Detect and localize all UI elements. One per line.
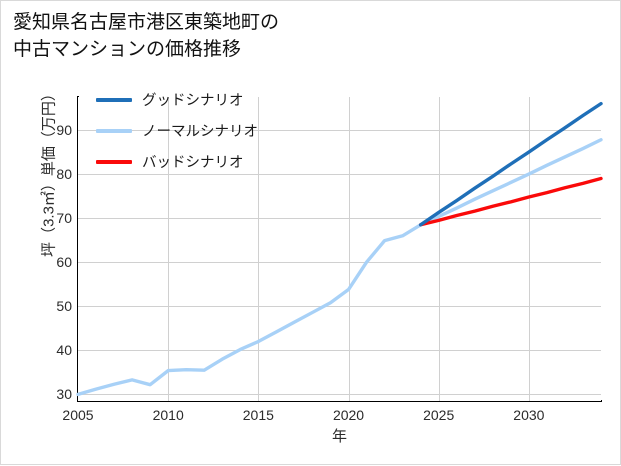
- gridline-horizontal: [78, 262, 601, 264]
- y-tick-label: 40: [56, 342, 72, 359]
- gridline-horizontal: [78, 130, 601, 132]
- y-tick-label: 60: [56, 254, 72, 271]
- y-tick-label: 30: [56, 386, 72, 403]
- series-line: [418, 176, 603, 227]
- legend-item-label: ノーマルシナリオ: [142, 124, 258, 140]
- gridline-vertical: [528, 97, 530, 401]
- gridline-horizontal: [78, 174, 601, 176]
- gridline-horizontal: [78, 218, 601, 220]
- chart-legend: グッドシナリオ ノーマルシナリオ バッドシナリオ: [96, 89, 258, 172]
- y-tick-label: 90: [56, 122, 72, 139]
- legend-color-swatch: [96, 97, 132, 102]
- x-tick-label: 2005: [62, 407, 94, 423]
- legend-item[interactable]: バッドシナリオ: [96, 151, 258, 172]
- legend-item-label: バッドシナリオ: [142, 155, 244, 171]
- x-tick-label: 2030: [513, 407, 545, 423]
- x-tick-label: 2015: [242, 407, 274, 423]
- y-tick-label: 80: [56, 166, 72, 183]
- x-tick-label: 2025: [423, 407, 455, 423]
- gridline-horizontal: [78, 306, 601, 308]
- y-tick-label: 50: [56, 298, 72, 315]
- x-axis-label: 年: [331, 428, 347, 445]
- chart-title-line1: 愛知県名古屋市港区東築地町の: [13, 12, 280, 33]
- gridline-vertical: [168, 97, 170, 401]
- series-line: [76, 138, 603, 397]
- plot-area: [76, 97, 603, 401]
- x-tick-label: 2010: [152, 407, 184, 423]
- chart-title: 愛知県名古屋市港区東築地町の 中古マンションの価格推移: [13, 9, 279, 63]
- legend-color-swatch: [96, 159, 132, 164]
- chart-title-line2: 中古マンションの価格推移: [13, 39, 242, 60]
- series-lines: [76, 101, 603, 397]
- y-tick-label: 70: [56, 210, 72, 227]
- legend-color-swatch: [96, 128, 132, 133]
- gridline-vertical: [348, 97, 350, 401]
- gridline-horizontal: [78, 394, 601, 396]
- y-axis-tick-labels: 30 40 50 60 70 80 90: [27, 97, 72, 403]
- x-axis-line: [77, 400, 602, 402]
- y-axis-label-container: 坪（3.3㎡）単価（万円）: [1, 1, 58, 466]
- legend-item[interactable]: ノーマルシナリオ: [96, 120, 258, 141]
- x-tick-label: 2020: [332, 407, 365, 423]
- gridline-vertical: [258, 97, 260, 401]
- gridline-vertical: [438, 97, 440, 401]
- legend-item-label: グッドシナリオ: [142, 93, 244, 109]
- series-line: [418, 101, 603, 227]
- legend-item[interactable]: グッドシナリオ: [96, 89, 258, 110]
- gridline-horizontal: [78, 350, 601, 352]
- x-axis-tick-labels: 2005 2010 2015 2020 2025 2030: [62, 403, 601, 427]
